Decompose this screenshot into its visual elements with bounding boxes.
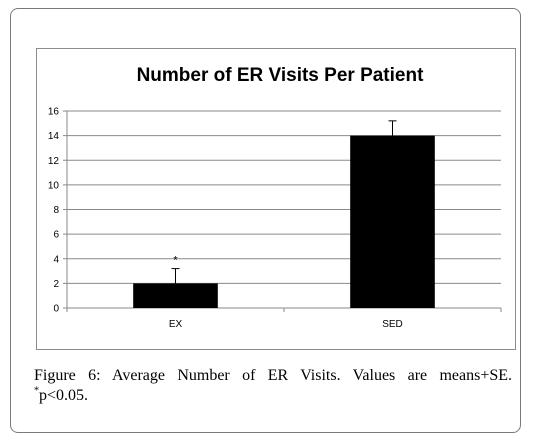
y-tick-label: 14: [48, 131, 60, 142]
figure-frame: Number of ER Visits Per Patient 0 2 4 6 8 10 1…: [10, 8, 521, 433]
x-tick-label: EX: [169, 319, 183, 330]
footnote-text: p<0.05.: [39, 387, 89, 404]
caption-line-1: Figure 6: Average Number of ER Visits. V…: [34, 366, 512, 386]
y-tick-label: 12: [48, 156, 60, 167]
y-tick-label: 16: [48, 107, 60, 118]
bar-sed: [350, 135, 435, 308]
y-tick-label: 10: [48, 180, 60, 191]
gridlines: [67, 110, 501, 284]
axes: [63, 110, 502, 312]
caption-line-2: *p<0.05.: [34, 386, 512, 406]
chart-title: Number of ER Visits Per Patient: [137, 65, 425, 86]
y-tick-label: 2: [53, 279, 59, 290]
caption-text: Average Number of ER Visits. Values are …: [112, 367, 513, 384]
y-tick-label: 6: [53, 230, 59, 241]
error-bars: [171, 120, 397, 284]
x-tick-label: SED: [382, 319, 403, 330]
figure-caption: Figure 6: Average Number of ER Visits. V…: [34, 366, 512, 406]
bar-chart: Number of ER Visits Per Patient 0 2 4 6 8 10 1…: [48, 65, 502, 331]
chart-area: Number of ER Visits Per Patient 0 2 4 6 8 10 1…: [36, 48, 516, 350]
bar-ex: [133, 283, 218, 308]
y-tick-label: 0: [53, 304, 59, 315]
tick-labels: 0 2 4 6 8 10 12 14 16 EX * SED: [48, 107, 403, 331]
footnote-mark: *: [34, 385, 39, 397]
y-tick-label: 8: [53, 205, 59, 216]
y-tick-label: 4: [53, 254, 59, 265]
bars: [133, 135, 435, 308]
caption-label: Figure 6:: [34, 367, 101, 384]
significance-annotation: *: [173, 255, 178, 267]
